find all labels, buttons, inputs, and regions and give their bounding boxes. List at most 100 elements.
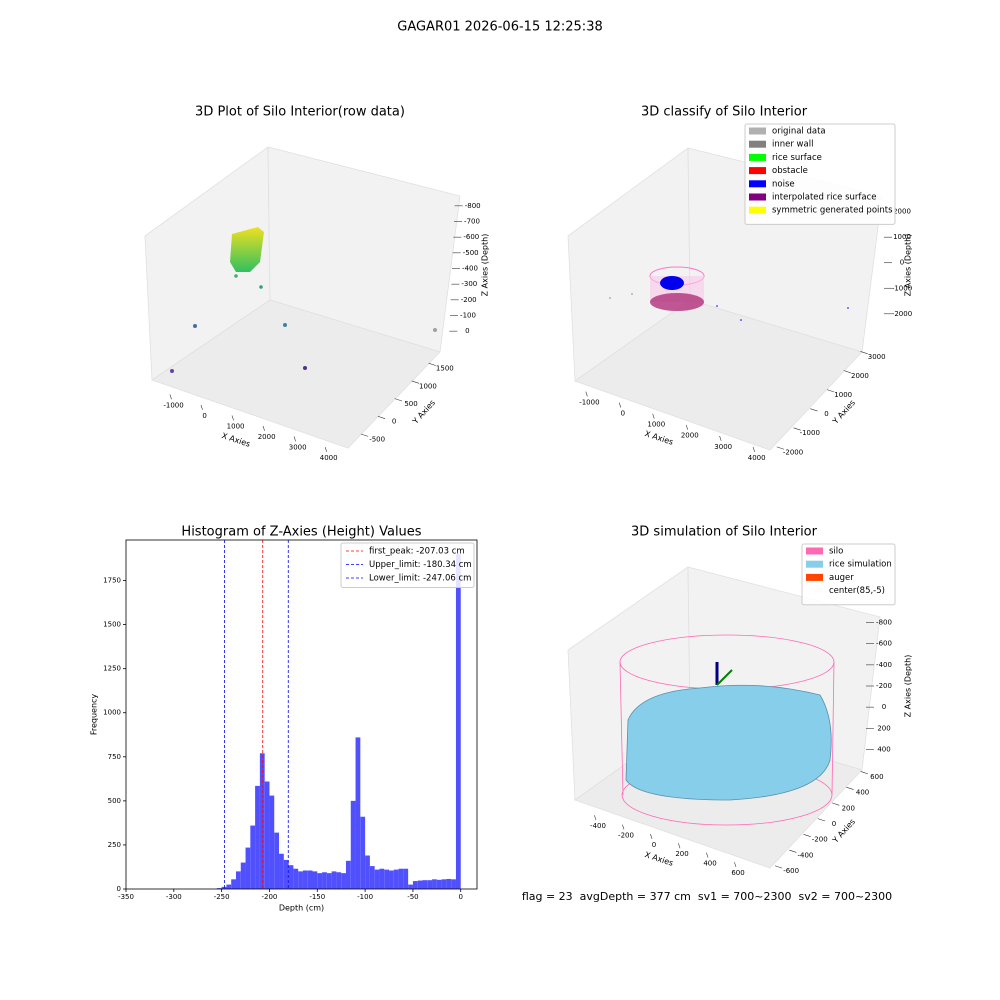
- histogram-bar: [302, 870, 308, 889]
- z-tick-label: -100: [460, 312, 476, 320]
- silo-simulation: [619, 634, 835, 826]
- histogram-bar: [264, 781, 270, 889]
- y-tick: [843, 370, 852, 374]
- x-tick-label: 0: [202, 412, 206, 420]
- z-tick-label: 0: [882, 703, 886, 711]
- y-tick-label: 400: [856, 789, 869, 797]
- y-tick-label: 1000: [419, 382, 437, 390]
- y-tick-label: 750: [108, 753, 121, 761]
- x-tick-label: 3000: [289, 443, 307, 451]
- y-tick-label: 0: [832, 820, 836, 828]
- legend-label: rice surface: [772, 153, 822, 163]
- z-tick-label: -200: [461, 296, 477, 304]
- histogram-bar: [331, 871, 337, 889]
- y-tick-label: -400: [797, 851, 813, 859]
- histogram-bar: [345, 860, 351, 889]
- z-tick-label: 0: [900, 259, 904, 267]
- z-axis-label: Z Axies (Depth): [904, 655, 913, 718]
- histogram-bar: [384, 869, 390, 889]
- y-tick-label: 0: [117, 885, 121, 893]
- z-tick-label: 400: [877, 745, 890, 753]
- x-tick: [585, 391, 588, 397]
- y-tick: [810, 408, 818, 412]
- z-tick-label: -700: [464, 218, 480, 226]
- histogram-bar: [293, 868, 299, 889]
- x-tick-label: -250: [214, 893, 230, 901]
- x-tick-label: -100: [357, 893, 373, 901]
- y-tick: [789, 849, 797, 853]
- subplot-title: 3D Plot of Silo Interior(row data): [195, 105, 405, 120]
- x-tick-label: -200: [262, 893, 278, 901]
- y-tick-label: -2000: [783, 448, 803, 456]
- y-tick: [846, 786, 854, 790]
- legend-swatch: [749, 180, 766, 188]
- x-tick-label: -350: [118, 893, 134, 901]
- histogram-bar: [298, 871, 303, 889]
- cloud-plot-2: [609, 266, 849, 321]
- legend-swatch: [806, 573, 823, 581]
- legend-label: Upper_limit: -180.34 cm: [369, 560, 472, 570]
- histogram-bar: [250, 825, 256, 889]
- y-tick: [793, 427, 801, 431]
- histogram-bar: [412, 881, 418, 889]
- x-tick-label: 0: [459, 893, 463, 901]
- x-tick-label: -50: [407, 893, 418, 901]
- y-tick-label: 1500: [436, 365, 454, 373]
- histogram-bar: [350, 800, 356, 889]
- x-tick-label: -150: [309, 893, 325, 901]
- cloud-plot-1: [170, 227, 437, 373]
- y-tick-label: 200: [842, 804, 855, 812]
- legend-label: interpolated rice surface: [772, 193, 877, 203]
- histogram-bar: [432, 879, 437, 889]
- z-tick-label: -400: [876, 661, 892, 669]
- figure-title: GAGAR01 2026-06-15 12:25:38: [397, 20, 602, 35]
- x-tick-label: 1000: [227, 422, 245, 430]
- plot-frame: [125, 539, 478, 890]
- y-tick: [411, 380, 420, 384]
- histogram-bar: [226, 884, 232, 889]
- y-tick: [360, 433, 369, 437]
- y-tick-label: 500: [108, 797, 121, 805]
- x-tick-label: 0: [621, 410, 625, 418]
- histogram-bar: [393, 869, 399, 889]
- y-tick-label: -600: [783, 867, 799, 875]
- y-tick: [774, 865, 783, 869]
- x-tick: [262, 425, 265, 431]
- y-tick: [394, 398, 403, 402]
- y-tick: [776, 446, 785, 450]
- histogram-bar: [422, 880, 428, 889]
- histogram-bar: [446, 878, 452, 889]
- x-tick-label: -400: [590, 822, 606, 830]
- histogram-bar: [255, 785, 260, 889]
- status-footer: flag = 23 avgDepth = 377 cm sv1 = 700~23…: [522, 890, 892, 903]
- y-tick-label: 0: [824, 410, 828, 418]
- z-tick-label: 200: [877, 724, 890, 732]
- y-tick-label: -1000: [800, 429, 820, 437]
- y-tick-label: 1250: [103, 665, 121, 673]
- x-tick-label: 4000: [748, 454, 766, 462]
- x-tick: [293, 436, 296, 442]
- histogram-bar: [374, 869, 380, 889]
- legend-swatch: [806, 547, 823, 555]
- z-tick-label: -400: [462, 265, 478, 273]
- z-tick-label: 1000: [893, 233, 911, 241]
- y-tick-label: 2000: [851, 372, 869, 380]
- histogram-bar: [322, 872, 327, 889]
- legend-label: obstacle: [772, 166, 808, 176]
- histogram-bar: [274, 832, 280, 889]
- histogram-bar: [240, 862, 246, 889]
- y-tick-label: 500: [404, 400, 417, 408]
- histogram-bar: [269, 795, 275, 889]
- x-tick: [618, 402, 622, 408]
- histogram-bar: [341, 873, 346, 889]
- legend-swatch: [749, 167, 766, 175]
- y-tick: [428, 362, 436, 366]
- y-tick-label: 1000: [834, 391, 852, 399]
- y-tick: [803, 834, 811, 837]
- x-tick-label: 1000: [647, 421, 665, 429]
- x-tick: [678, 843, 681, 849]
- x-tick-label: 4000: [320, 454, 338, 462]
- histogram-bar: [417, 880, 423, 889]
- y-tick: [817, 818, 826, 822]
- y-tick-label: 1500: [103, 621, 121, 629]
